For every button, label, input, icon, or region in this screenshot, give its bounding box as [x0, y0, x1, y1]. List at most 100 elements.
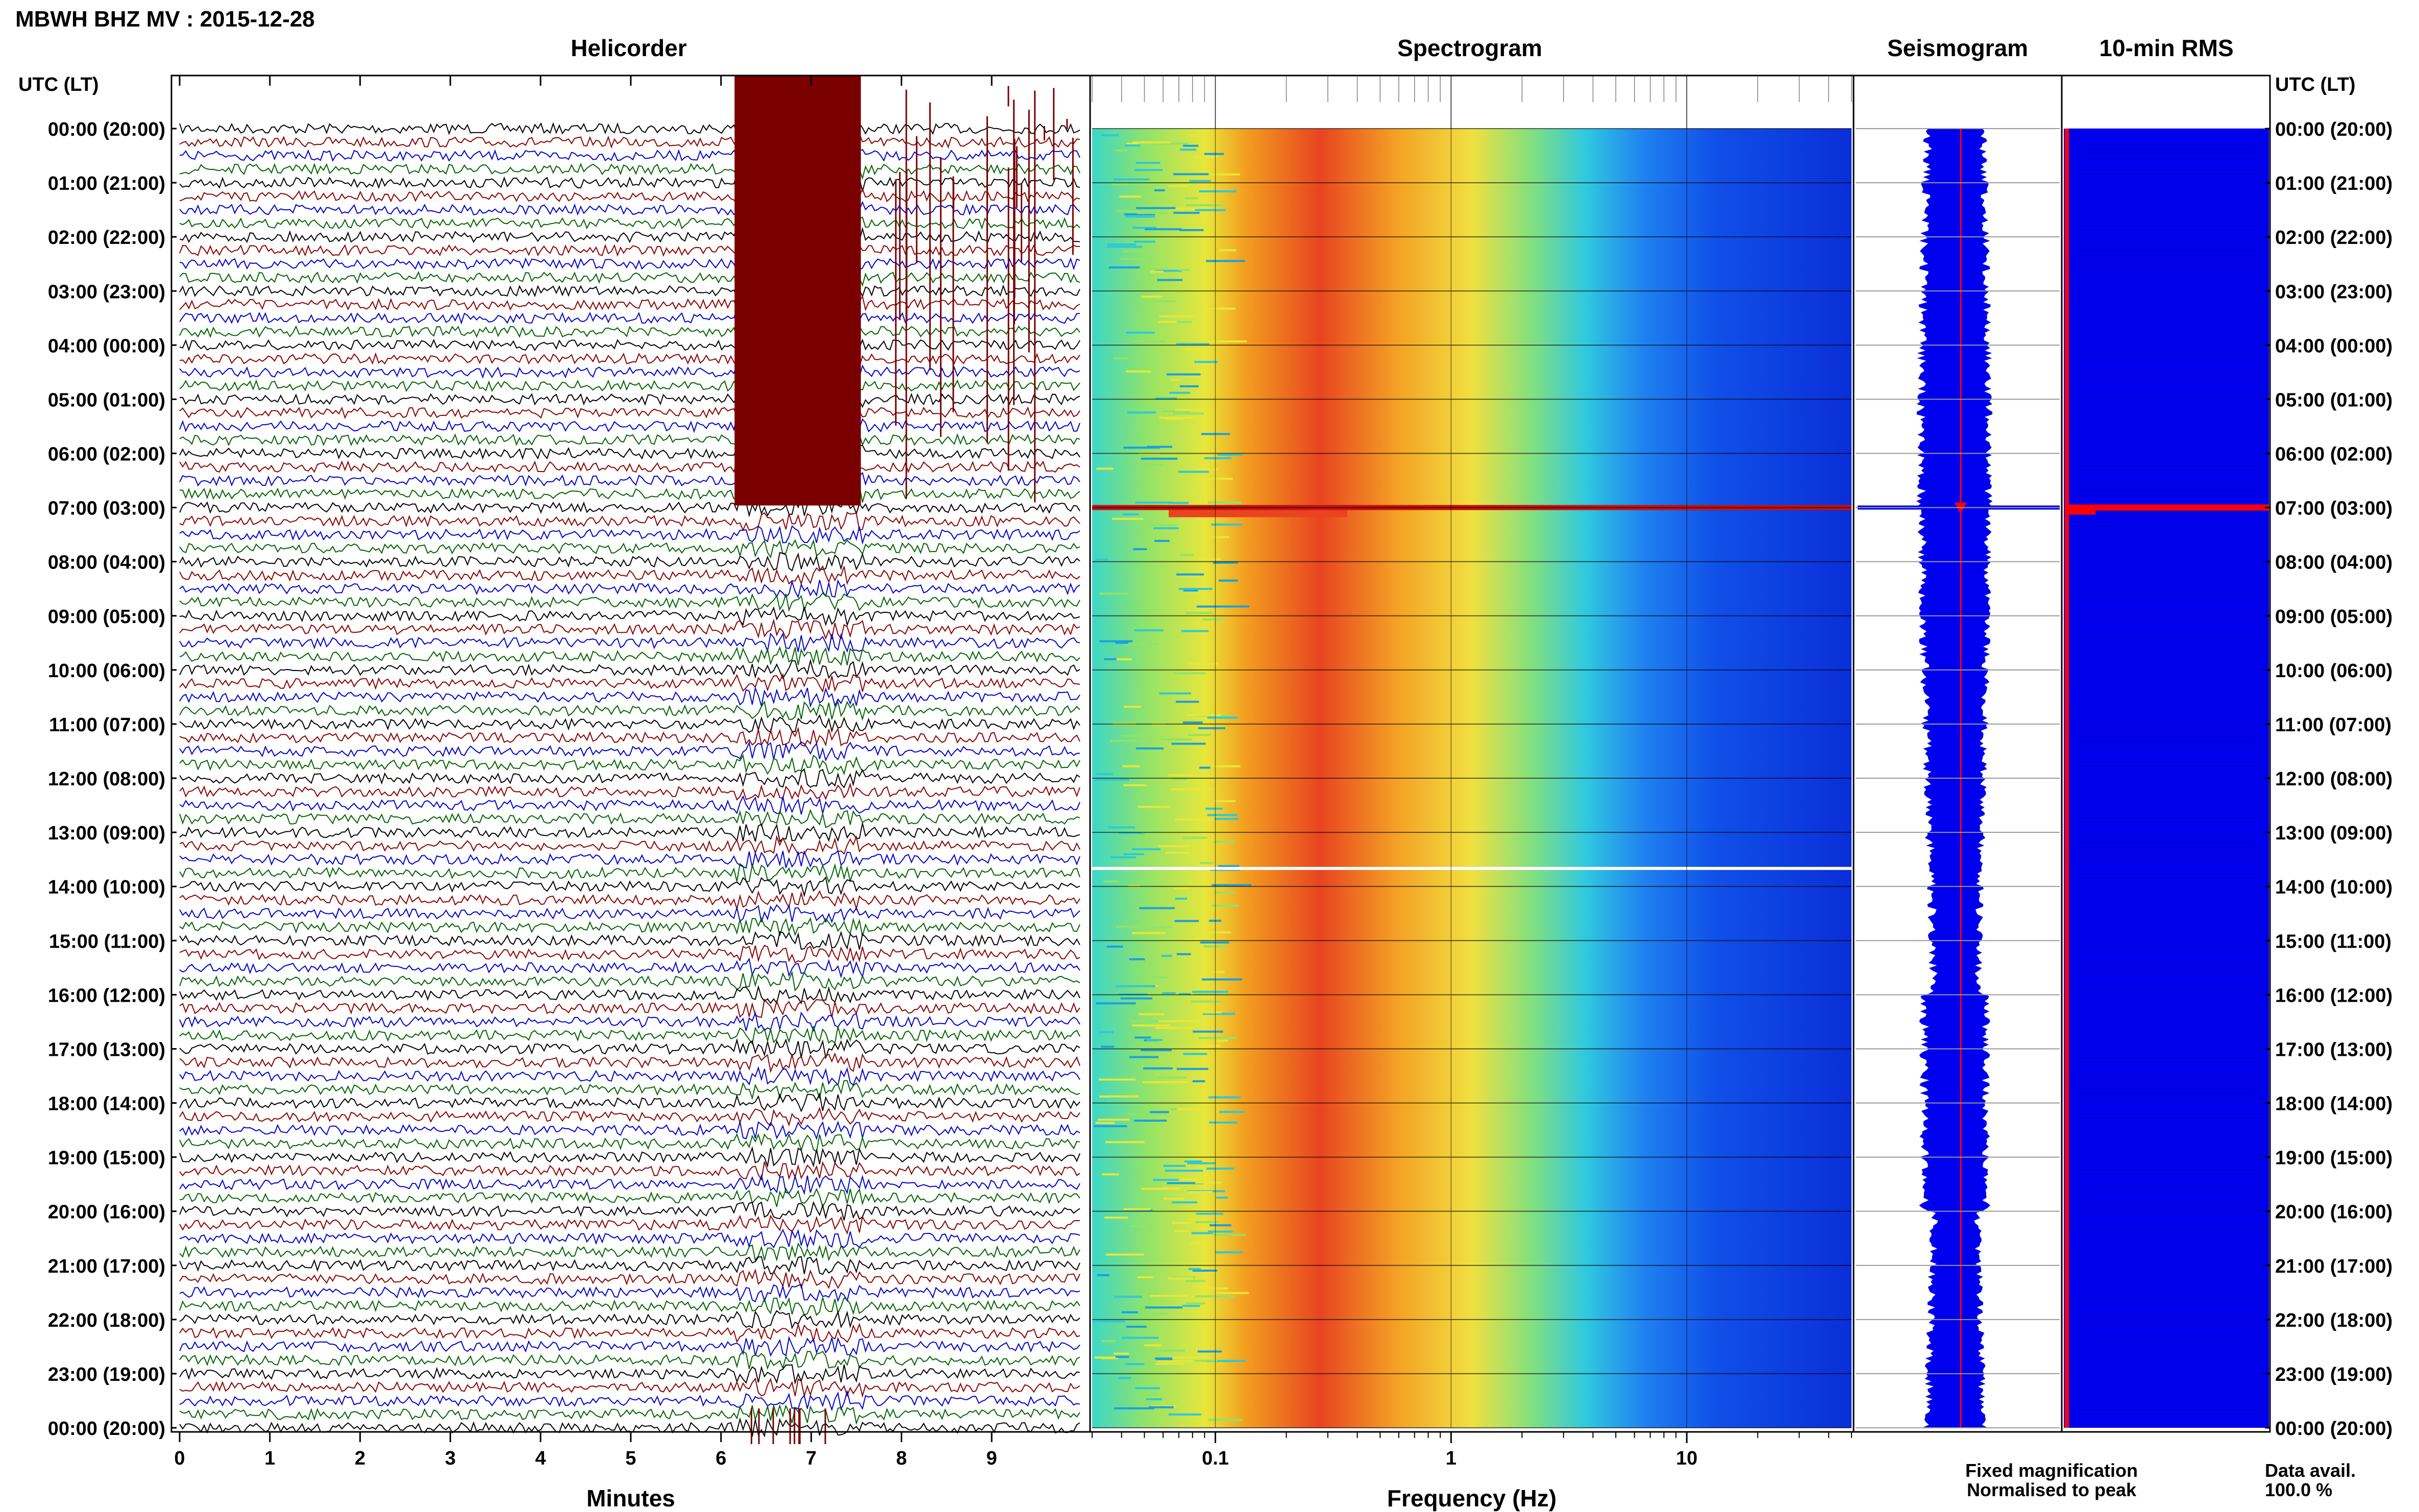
minutes-axis: 0 1 2 3 4 5 6 7 8 9: [174, 76, 997, 1469]
spectrogram-streak: [1145, 464, 1163, 466]
spectrogram-streak: [1184, 348, 1204, 350]
helicorder-trace: [179, 1243, 1080, 1262]
spectrogram-streak: [1212, 904, 1239, 907]
helicorder-trace: [179, 606, 1080, 627]
utc-label-right: 08:00 (04:00): [2275, 552, 2392, 574]
spectrogram-streak: [1172, 778, 1187, 780]
seismogram-title: Seismogram: [1887, 35, 2028, 61]
spectrogram-streak: [1171, 788, 1212, 790]
helicorder-trace: [179, 754, 1080, 776]
spectrogram-streak: [1153, 527, 1179, 530]
helicorder-trace: [179, 1228, 1080, 1249]
frequency-tick-label: 1: [1446, 1448, 1457, 1469]
spectrogram-streak: [1164, 1198, 1184, 1200]
spectrogram-streak: [1168, 1277, 1194, 1280]
spectrogram-streak: [1174, 819, 1214, 821]
spectrogram-streak: [1176, 953, 1191, 955]
minute-tick-label: 1: [264, 1448, 275, 1469]
helicorder-trace: [179, 1174, 1080, 1195]
spectrogram-streak: [1218, 865, 1240, 867]
helicorder-trace: [179, 998, 1080, 1018]
spectrogram-streak: [1157, 1360, 1192, 1362]
utc-label-right: 11:00 (07:00): [2275, 714, 2391, 736]
spectrogram-streak: [1205, 807, 1223, 810]
spectrogram-streak: [1130, 1020, 1171, 1023]
spectrogram-streak: [1132, 141, 1171, 144]
spectrogram-streak: [1101, 134, 1119, 136]
helicorder-trace: [179, 389, 1080, 410]
rms-normalised-bar: [2065, 129, 2069, 1428]
frequency-axis: 0.1 1 10: [1092, 76, 1852, 1469]
helicorder-trace: [179, 1377, 1080, 1398]
spectrogram-streak: [1116, 210, 1157, 212]
spectrogram-streak: [1180, 554, 1194, 556]
spectrogram-streak: [1126, 370, 1151, 373]
spectrogram-streak: [1172, 1201, 1198, 1204]
helicorder-trace: [179, 795, 1080, 815]
spectrogram-streak: [1195, 209, 1226, 211]
utc-left-labels: 00:00 (20:00) 01:00 (21:00) 02:00 (22:00) 0…: [48, 119, 165, 1440]
spectrogram-streak: [1101, 1046, 1114, 1048]
spectrogram-streak: [1125, 643, 1158, 646]
utc-label-right: 14:00 (10:00): [2275, 877, 2392, 898]
spectrogram-streak: [1193, 1030, 1223, 1033]
helicorder-trace: [179, 782, 1080, 801]
spectrogram-streak: [1179, 148, 1197, 151]
helicorder-trace: [179, 1121, 1080, 1141]
rms-title: 10-min RMS: [2099, 35, 2233, 61]
spectrogram-streak: [1101, 1340, 1116, 1342]
spectrogram-streak: [1194, 156, 1218, 158]
spectrogram-streak: [1179, 385, 1199, 388]
utc-label-left: 08:00 (04:00): [48, 552, 165, 574]
spectrogram-streak: [1188, 1268, 1201, 1270]
helicorder-trace: [179, 1146, 1080, 1168]
spectrogram-streak: [1123, 447, 1160, 449]
spectrogram-streak: [1184, 197, 1198, 200]
spectrogram-streak: [1174, 920, 1199, 922]
spectrogram-streak: [1204, 931, 1231, 934]
helicorder-trace: [179, 511, 1080, 532]
spectrogram-streak: [1115, 1356, 1129, 1358]
helicorder-trace: [179, 1403, 1080, 1425]
spectrogram-streak: [1202, 618, 1224, 621]
spectrogram-streak: [1195, 1221, 1219, 1223]
spectrogram-streak: [1138, 806, 1170, 808]
spectrogram-streak: [1208, 1230, 1233, 1233]
spectrogram-streak: [1192, 990, 1229, 993]
spectrogram-streak: [1208, 1419, 1243, 1421]
spectrogram-streak: [1154, 189, 1165, 191]
helicorder-trace: [179, 809, 1080, 829]
spectrogram-streak: [1194, 361, 1218, 363]
spectrogram-streak: [1139, 907, 1175, 909]
helicorder-trace: [179, 916, 1080, 936]
spectrogram-streak: [1114, 1352, 1129, 1355]
utc-label-left: 03:00 (23:00): [48, 281, 165, 303]
spectrogram-streak: [1189, 180, 1211, 182]
spectrogram-streak: [1178, 588, 1213, 590]
spectrogram-streak: [1208, 1121, 1238, 1124]
spectrogram-streak: [1184, 1160, 1202, 1163]
spectrogram-streak: [1199, 190, 1237, 193]
spectrogram-streak: [1132, 227, 1156, 229]
spectrogram-streak: [1112, 517, 1143, 520]
helicorder-trace: [179, 835, 1080, 855]
helicorder-trace: [179, 1133, 1080, 1153]
spectrogram-streak: [1158, 845, 1190, 848]
frequency-axis-label: Frequency (Hz): [1387, 1485, 1557, 1511]
utc-label-left: 19:00 (15:00): [48, 1148, 165, 1169]
helicorder-trace: [179, 592, 1080, 612]
spectrogram-streak: [1200, 478, 1233, 480]
spectrogram-event-tail: [1169, 510, 1347, 517]
spectrogram-streak: [1134, 1036, 1151, 1039]
rms-frame: [2061, 75, 2271, 1433]
utc-right-labels: 00:00 (20:00) 01:00 (21:00) 02:00 (22:00) 0…: [2275, 119, 2392, 1440]
utc-label-right: 00:00 (20:00): [2275, 1418, 2392, 1440]
spectrogram-streak: [1196, 605, 1219, 608]
spectrogram-streak: [1165, 417, 1183, 420]
spectrogram-streak: [1094, 1125, 1127, 1127]
spectrogram-streak: [1195, 1295, 1235, 1298]
helicorder-trace: [179, 539, 1080, 559]
spectrogram-streak: [1198, 558, 1221, 560]
spectrogram-streak: [1213, 561, 1239, 564]
helicorder-trace: [179, 1066, 1080, 1086]
